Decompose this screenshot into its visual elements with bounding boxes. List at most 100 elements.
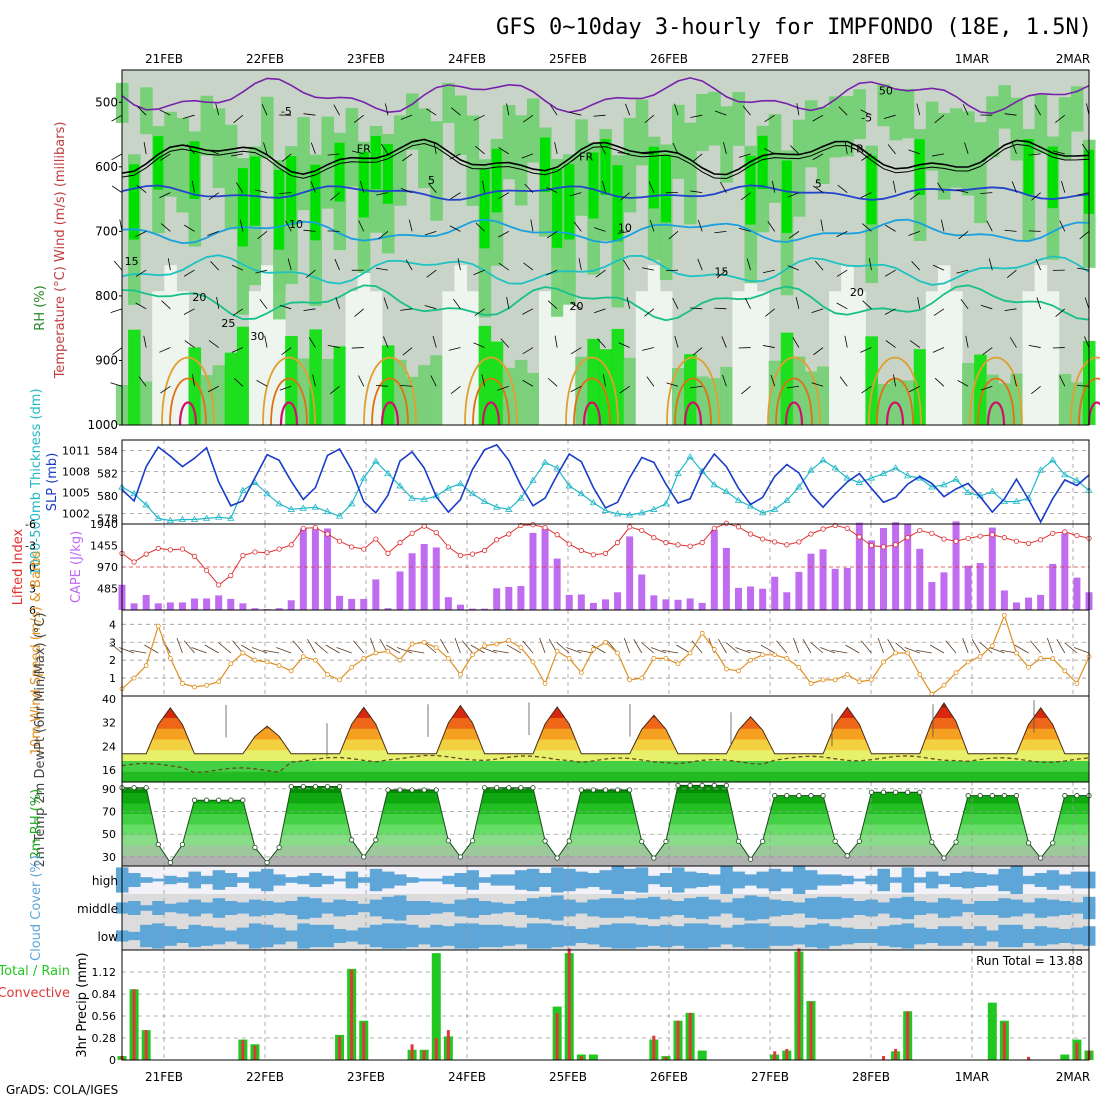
li-point: [1001, 535, 1007, 541]
temp-band: [122, 771, 1089, 782]
wind-barb: [207, 230, 219, 236]
cloud-cell: [224, 901, 238, 915]
contour-label: 50: [879, 85, 893, 98]
wind-speed-point: [1074, 681, 1080, 686]
cloud-cell: [792, 866, 806, 894]
wind-barb: [697, 258, 703, 271]
wind-barb: [982, 347, 993, 356]
precip-tick-label: 0.56: [92, 1010, 117, 1023]
wind-speed-point: [832, 677, 838, 683]
thickness-point: [456, 479, 465, 487]
wind-barb: [887, 144, 896, 155]
wind-barb: [904, 647, 920, 654]
cloud-cell: [454, 923, 467, 949]
cape-bar: [420, 543, 428, 610]
wind-speed-point: [566, 655, 572, 661]
wind-barb: [408, 219, 413, 232]
rh-point: [361, 854, 367, 860]
rh-point: [941, 855, 947, 861]
rh-point: [1025, 840, 1032, 846]
thickness-tick-label: 578: [97, 512, 118, 525]
cape-bar: [928, 582, 936, 610]
isotherm-freezing-double: [121, 142, 1090, 180]
rh-tick-label: 90: [102, 783, 116, 796]
cloud-cell: [780, 901, 794, 915]
cloud-cell: [949, 873, 963, 887]
wind-barb: [1035, 258, 1042, 271]
isotherm-5: [121, 184, 1090, 201]
cloud-cell: [780, 926, 794, 946]
rh-point: [844, 853, 850, 859]
cape-bar: [336, 595, 344, 610]
cloud-cell: [865, 899, 878, 917]
wind-speed-point: [953, 670, 959, 676]
top-date-label: 2MAR: [1056, 52, 1091, 66]
li-point: [1074, 532, 1080, 539]
cloud-cell: [128, 901, 141, 915]
cloud-cell: [563, 926, 576, 946]
rh-tick-label: 70: [102, 806, 116, 819]
cloud-cell: [406, 877, 419, 883]
contour-label: 5: [428, 174, 435, 187]
rh-band: [122, 813, 1089, 825]
cloud-cell: [841, 898, 854, 918]
wind-barb: [962, 637, 969, 654]
thickness-point: [408, 494, 416, 501]
precip-total-bar: [697, 1050, 707, 1060]
wind-barb: [110, 308, 123, 313]
wind-speed-point: [687, 650, 693, 656]
cape-bar: [952, 521, 960, 610]
rh-lowlevel-cell: [212, 365, 226, 425]
rh-dry-cell: [248, 291, 262, 425]
li-point: [445, 544, 451, 550]
thickness-point: [372, 457, 380, 464]
wind-barb: [303, 308, 316, 312]
cape-bar: [795, 571, 803, 610]
warm-surface-contour: [876, 377, 914, 426]
wind-speed-point: [615, 650, 620, 656]
rh-lowlevel-cell: [526, 372, 540, 425]
cloud-cell: [563, 899, 576, 917]
warm-surface-contour: [270, 377, 308, 426]
wind-barb: [578, 258, 582, 271]
wind-barb: [1028, 230, 1041, 232]
thickness-point: [166, 516, 175, 524]
li-tick-label: -6: [25, 518, 36, 531]
rh-dry-cell: [937, 265, 951, 425]
warm-surface-contour: [363, 356, 417, 426]
cloud-cell: [756, 923, 770, 949]
li-point: [953, 538, 959, 544]
rh-moist-cell: [502, 105, 516, 180]
isotherm-20: [121, 284, 1090, 322]
wind-barb: [184, 269, 195, 277]
cloud-cell: [478, 924, 492, 948]
wind-barb: [216, 296, 220, 309]
li-point: [965, 535, 971, 541]
rh-moist-cell: [224, 124, 238, 230]
rh-point: [760, 838, 766, 844]
thickness-tick-label: 580: [97, 490, 118, 503]
cloud-cell: [526, 898, 540, 918]
thickness-point: [879, 469, 888, 476]
li-point: [216, 582, 222, 588]
wind-barb: [937, 182, 945, 193]
cloud-cell: [1070, 927, 1084, 945]
wind-barb: [231, 347, 244, 353]
li-point: [1050, 530, 1056, 536]
cape-bar: [239, 603, 247, 610]
thickness-point: [625, 511, 634, 518]
wind-barb: [764, 114, 775, 123]
rh-dry-cell: [261, 265, 274, 425]
run-total-label: Run Total = 13.88: [976, 954, 1083, 968]
cloud-cell: [442, 926, 455, 946]
wind-barb: [861, 385, 872, 394]
li-axis-label: Lifted Index: [11, 528, 26, 605]
cloud-cell: [720, 902, 733, 914]
wind-barb: [522, 379, 534, 387]
cloud-level-label: middle: [77, 902, 118, 916]
rh-moist-cell: [140, 87, 153, 135]
wind-barb: [980, 385, 993, 391]
li-point: [349, 544, 355, 550]
cape-bar: [142, 594, 150, 610]
temp-band: [122, 760, 1089, 772]
